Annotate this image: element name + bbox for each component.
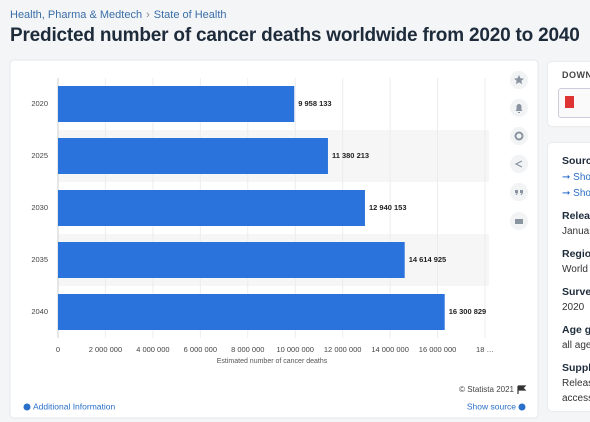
gear-icon [514, 131, 524, 141]
show-source-link[interactable]: Show source [467, 401, 516, 411]
cite-button[interactable] [510, 183, 528, 201]
info-heading: Relea [562, 210, 590, 222]
info-heading: Age g [562, 324, 590, 336]
additional-info-link[interactable]: Additional Information [33, 401, 115, 411]
info-value: World [562, 264, 588, 275]
info-card: Sourc ➞ Sho ➞ Sho Relea Januar Regio Wor… [548, 143, 590, 411]
print-icon [515, 219, 523, 224]
x-tick-label: 0 [56, 345, 60, 354]
y-tick-label: 2020 [31, 99, 48, 108]
breadcrumb-link[interactable]: Health, Pharma & Medtech [10, 9, 143, 21]
breadcrumb-separator: › [146, 9, 150, 21]
source-link[interactable]: ➞ Sho [562, 172, 590, 183]
info-icon [518, 403, 526, 411]
bar [58, 190, 365, 226]
data-label: 16 300 829 [449, 307, 487, 316]
info-value: Januar [562, 226, 590, 237]
bar [58, 294, 445, 330]
x-tick-label: 12 000 000 [324, 345, 362, 354]
flag-icon [517, 385, 527, 394]
settings-button[interactable] [510, 127, 528, 145]
data-label: 12 940 153 [369, 203, 407, 212]
y-tick-label: 2040 [31, 307, 48, 316]
info-value: Releas [562, 378, 590, 389]
data-label: 9 958 133 [298, 99, 331, 108]
share-icon [514, 160, 523, 168]
info-value: all age [562, 340, 590, 351]
info-heading: Suppl [562, 362, 590, 374]
info-heading: Surve [562, 286, 590, 298]
info-value: access [562, 393, 590, 404]
quote-icon [515, 190, 523, 195]
bar [58, 86, 295, 122]
y-tick-label: 2035 [31, 255, 48, 264]
y-tick-label: 2025 [31, 151, 48, 160]
data-label: 11 380 213 [332, 151, 369, 160]
bar [58, 242, 405, 278]
x-tick-label: 18 … [476, 345, 494, 354]
download-card: DOWN [548, 62, 590, 126]
pdf-icon [565, 96, 574, 108]
x-tick-label: 14 000 000 [371, 345, 409, 354]
y-tick-label: 2030 [31, 203, 48, 212]
copyright: © Statista 2021 [459, 385, 514, 394]
page-title: Predicted number of cancer deaths worldw… [10, 25, 580, 46]
x-axis-title: Estimated number of cancer deaths [217, 358, 328, 365]
x-tick-label: 10 000 000 [276, 345, 314, 354]
bell-icon [515, 104, 523, 113]
x-tick-label: 8 000 000 [231, 345, 264, 354]
info-value: 2020 [562, 302, 585, 313]
data-label: 14 614 925 [409, 255, 447, 264]
x-tick-label: 2 000 000 [89, 345, 122, 354]
chart: 0 2 000 000 4 000 000 6 000 000 8 000 000 10 … [9, 59, 539, 419]
bar [58, 138, 328, 174]
breadcrumb-link[interactable]: State of Health [153, 9, 227, 21]
star-icon [514, 75, 524, 85]
toolbar [510, 71, 528, 230]
info-icon [23, 403, 31, 411]
x-tick-label: 16 000 000 [419, 345, 457, 354]
pdf-button[interactable] [558, 88, 590, 118]
breadcrumb: Health, Pharma & Medtech › State of Health [10, 9, 227, 21]
info-heading: Sourc [562, 155, 590, 167]
x-tick-label: 6 000 000 [184, 345, 217, 354]
share-button[interactable] [510, 155, 528, 173]
source-link[interactable]: ➞ Sho [562, 188, 590, 199]
info-heading: Regio [562, 248, 590, 260]
download-heading: DOWN [562, 70, 590, 80]
x-tick-label: 4 000 000 [136, 345, 169, 354]
